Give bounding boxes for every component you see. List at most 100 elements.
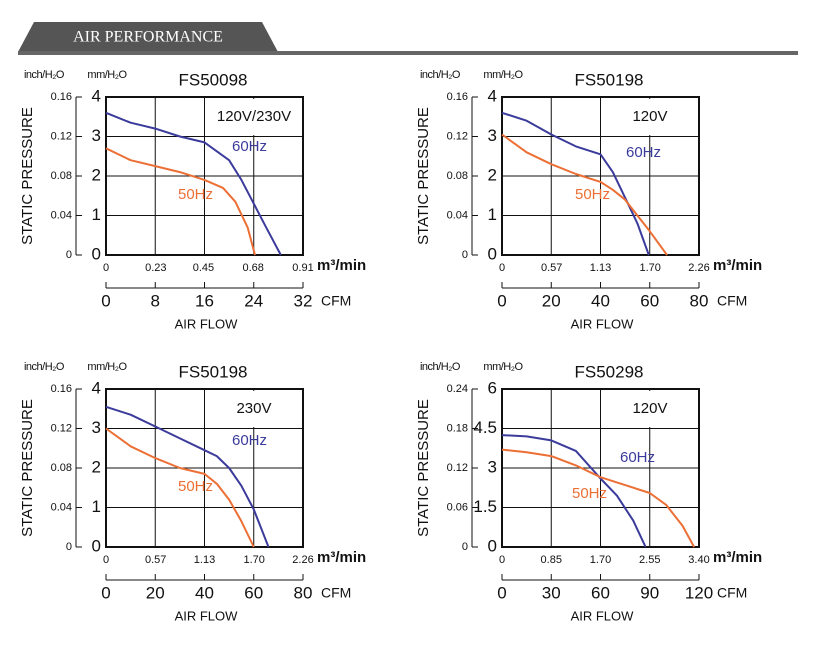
- x2-tick-label: 1.70: [243, 554, 264, 566]
- x2-unit: m³/min: [713, 257, 762, 274]
- header-rule: [18, 51, 798, 55]
- x-tick-label: 20: [146, 583, 165, 602]
- y2-unit: inch/H₂O: [24, 361, 65, 373]
- x-tick-label: 60: [591, 583, 610, 602]
- y-tick-label: 3: [488, 457, 497, 476]
- series-label: 60Hz: [626, 144, 661, 161]
- series-label: 50Hz: [178, 478, 213, 495]
- curve: [501, 448, 695, 548]
- x-unit: CFM: [717, 293, 747, 309]
- x-tick-label: 90: [640, 583, 659, 602]
- y-axis-label: STATIC PRESSURE: [415, 399, 432, 537]
- annotation: 120V/230V: [217, 108, 291, 125]
- x-tick-label: 60: [640, 291, 659, 310]
- y-tick-label: 0: [92, 536, 101, 555]
- x2-tick-label: 1.70: [590, 554, 611, 566]
- x2-tick-label: 2.26: [688, 262, 709, 274]
- y2-tick-label: 0.12: [51, 130, 72, 142]
- header-tab: [18, 22, 278, 52]
- x-tick-label: 0: [497, 291, 506, 310]
- y2-tick-label: 0.04: [447, 209, 468, 221]
- x-tick-label: 120: [685, 583, 713, 602]
- annotation-box: [205, 391, 302, 427]
- y-tick-label: 0: [488, 536, 497, 555]
- y-axis-label: STATIC PRESSURE: [19, 107, 36, 245]
- annotation-box: [601, 99, 698, 135]
- y-tick-label: 4.5: [473, 418, 497, 437]
- y-tick-label: 4: [92, 86, 101, 105]
- y2-tick-label: 0.24: [447, 383, 468, 395]
- y2-tick-label: 0.16: [51, 91, 72, 103]
- x2-tick-label: 0.57: [145, 554, 166, 566]
- x-unit: CFM: [717, 585, 747, 601]
- x2-unit: m³/min: [713, 549, 762, 566]
- x2-tick-label: 1.13: [194, 554, 215, 566]
- annotation: 230V: [236, 400, 271, 417]
- y-unit: mm/H₂O: [483, 69, 523, 81]
- y2-tick-label: 0.18: [447, 422, 468, 434]
- x-axis-label: AIR FLOW: [175, 316, 239, 331]
- y2-tick-label: 0.12: [447, 130, 468, 142]
- y2-tick-label: 0.12: [51, 422, 72, 434]
- x-tick-label: 32: [294, 291, 313, 310]
- curve: [501, 133, 668, 256]
- annotation: 120V: [632, 400, 667, 417]
- x2-tick-label: 0: [103, 554, 109, 566]
- y2-tick-label: 0.12: [447, 462, 468, 474]
- series-label: 50Hz: [575, 186, 610, 203]
- curve: [105, 427, 255, 548]
- y2-unit: inch/H₂O: [420, 361, 461, 373]
- x2-tick-label: 0.68: [242, 262, 263, 274]
- x2-tick-label: 2.26: [292, 554, 313, 566]
- x2-unit: m³/min: [317, 549, 366, 566]
- x-tick-label: 24: [244, 291, 263, 310]
- y-tick-label: 1: [488, 205, 497, 224]
- y2-tick-label: 0.04: [51, 209, 72, 221]
- y-axis-label: STATIC PRESSURE: [19, 399, 36, 537]
- y-tick-label: 1: [92, 497, 101, 516]
- y-tick-label: 6: [488, 378, 497, 397]
- y2-tick-label: 0.08: [447, 170, 468, 182]
- y2-tick-label: 0: [66, 249, 72, 261]
- series-label: 50Hz: [178, 186, 213, 203]
- y2-tick-label: 0.08: [51, 170, 72, 182]
- y2-unit: inch/H₂O: [420, 69, 461, 81]
- series-label: 50Hz: [572, 485, 607, 502]
- header-title: AIR PERFORMANCE: [73, 29, 223, 46]
- x-tick-label: 0: [101, 583, 110, 602]
- chart-title: FS50198: [575, 70, 644, 89]
- x2-tick-label: 0: [499, 262, 505, 274]
- plot-frame: [501, 96, 700, 256]
- x2-tick-label: 3.40: [688, 554, 709, 566]
- x2-tick-label: 0.23: [145, 262, 166, 274]
- x2-tick-label: 0.57: [541, 262, 562, 274]
- x-tick-label: 80: [294, 583, 313, 602]
- y-axis-label: STATIC PRESSURE: [415, 107, 432, 245]
- y2-tick-label: 0.06: [447, 501, 468, 513]
- chart-title: FS50098: [179, 70, 248, 89]
- x-tick-label: 8: [151, 291, 160, 310]
- x-axis-label: AIR FLOW: [571, 316, 635, 331]
- y-tick-label: 0: [488, 244, 497, 263]
- y-tick-label: 2: [92, 165, 101, 184]
- x2-tick-label: 0: [103, 262, 109, 274]
- x-tick-label: 0: [101, 291, 110, 310]
- curve: [501, 434, 647, 548]
- x2-tick-label: 0.85: [541, 554, 562, 566]
- y-unit: mm/H₂O: [87, 69, 127, 81]
- x-tick-label: 16: [195, 291, 214, 310]
- y2-tick-label: 0.16: [51, 383, 72, 395]
- y-tick-label: 1: [92, 205, 101, 224]
- annotation-box: [205, 99, 302, 135]
- curve: [105, 147, 256, 256]
- x-tick-label: 60: [244, 583, 263, 602]
- plot-frame: [501, 388, 700, 548]
- x-tick-label: 30: [542, 583, 561, 602]
- x-tick-label: 0: [497, 583, 506, 602]
- x-axis-label: AIR FLOW: [175, 608, 239, 623]
- chart-title: FS50198: [179, 362, 248, 381]
- curve: [105, 405, 270, 548]
- y2-unit: inch/H₂O: [24, 69, 65, 81]
- x2-tick-label: 1.70: [639, 262, 660, 274]
